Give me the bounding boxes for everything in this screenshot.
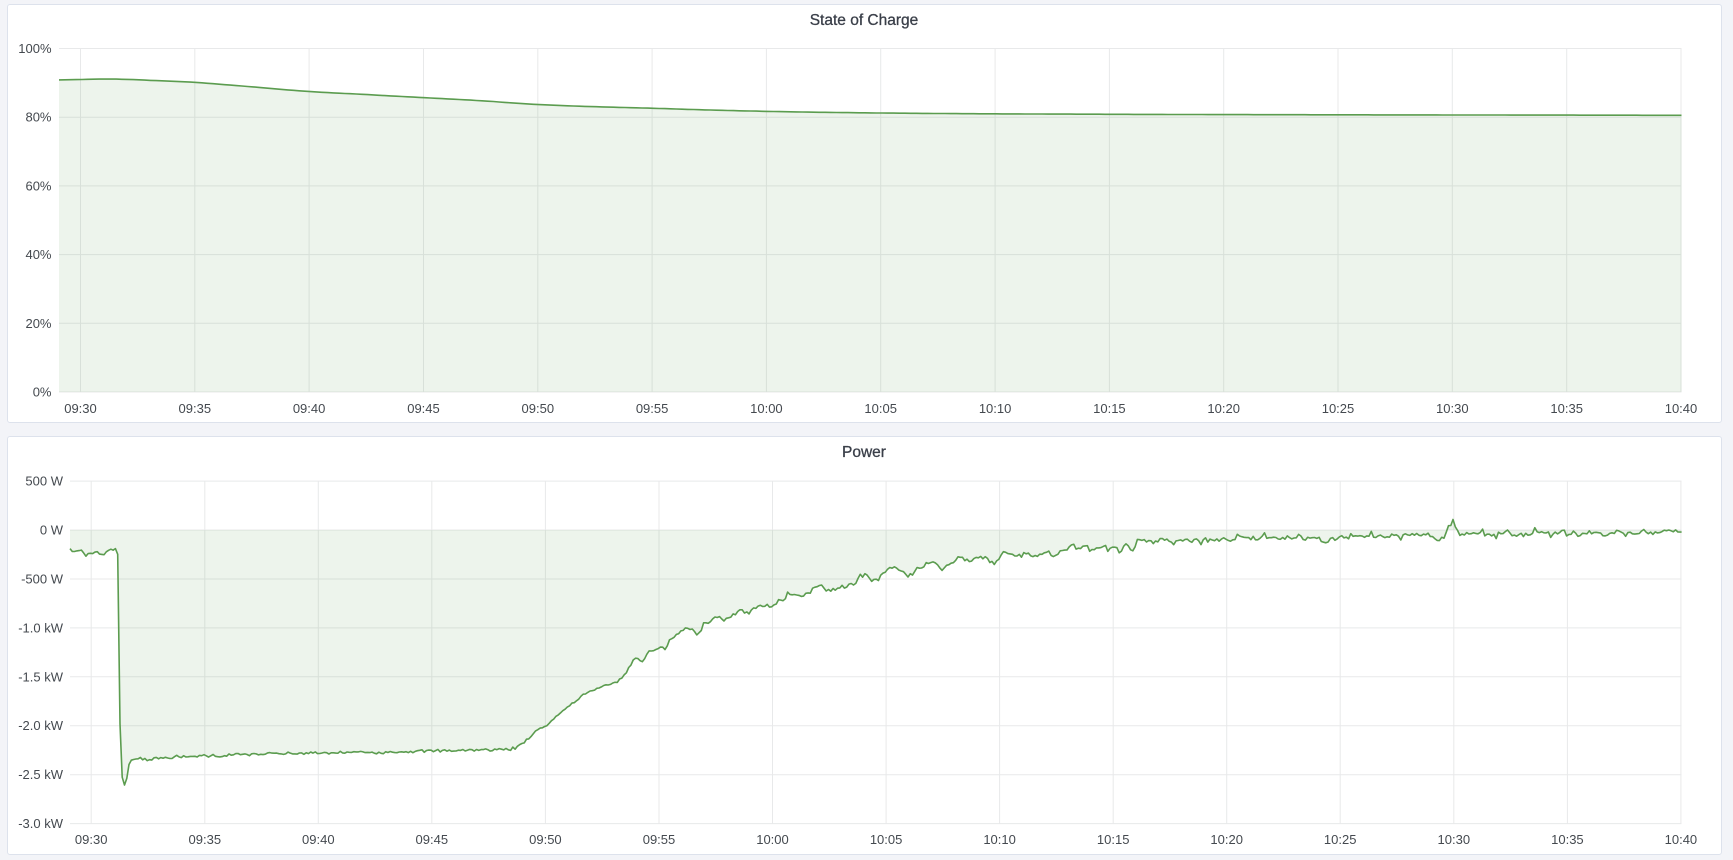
svg-text:09:50: 09:50 — [529, 832, 562, 847]
svg-text:-500 W: -500 W — [21, 572, 64, 587]
svg-text:80%: 80% — [25, 110, 51, 125]
svg-text:09:40: 09:40 — [292, 401, 325, 416]
svg-text:10:40: 10:40 — [1664, 401, 1697, 416]
svg-text:500 W: 500 W — [25, 474, 63, 489]
svg-text:10:40: 10:40 — [1664, 832, 1697, 847]
svg-text:09:45: 09:45 — [407, 401, 440, 416]
svg-text:0 W: 0 W — [39, 523, 63, 538]
svg-text:10:15: 10:15 — [1096, 832, 1129, 847]
svg-text:10:00: 10:00 — [750, 401, 783, 416]
svg-text:10:30: 10:30 — [1436, 401, 1469, 416]
svg-text:10:35: 10:35 — [1551, 832, 1584, 847]
svg-text:0%: 0% — [32, 385, 51, 400]
svg-text:09:55: 09:55 — [635, 401, 668, 416]
svg-text:10:25: 10:25 — [1321, 401, 1354, 416]
svg-text:-2.5 kW: -2.5 kW — [18, 767, 64, 782]
svg-text:60%: 60% — [25, 178, 51, 193]
svg-text:10:20: 10:20 — [1207, 401, 1240, 416]
svg-text:10:20: 10:20 — [1210, 832, 1243, 847]
svg-text:10:35: 10:35 — [1550, 401, 1583, 416]
svg-text:10:05: 10:05 — [864, 401, 897, 416]
svg-text:-1.0 kW: -1.0 kW — [18, 620, 64, 635]
svg-text:20%: 20% — [25, 316, 51, 331]
svg-text:09:30: 09:30 — [64, 401, 97, 416]
svg-text:09:30: 09:30 — [74, 832, 107, 847]
svg-text:09:35: 09:35 — [188, 832, 221, 847]
svg-text:-1.5 kW: -1.5 kW — [18, 669, 64, 684]
svg-text:-2.0 kW: -2.0 kW — [18, 718, 64, 733]
svg-text:10:10: 10:10 — [983, 832, 1016, 847]
svg-text:09:55: 09:55 — [642, 832, 675, 847]
svg-text:09:40: 09:40 — [302, 832, 335, 847]
svg-text:10:15: 10:15 — [1093, 401, 1126, 416]
svg-text:09:35: 09:35 — [178, 401, 211, 416]
svg-text:40%: 40% — [25, 247, 51, 262]
svg-text:09:45: 09:45 — [415, 832, 448, 847]
svg-text:10:30: 10:30 — [1437, 832, 1470, 847]
svg-text:10:05: 10:05 — [869, 832, 902, 847]
svg-text:-3.0 kW: -3.0 kW — [18, 816, 64, 831]
svg-text:09:50: 09:50 — [521, 401, 554, 416]
svg-text:100%: 100% — [18, 41, 52, 56]
svg-text:10:25: 10:25 — [1323, 832, 1356, 847]
svg-text:10:00: 10:00 — [756, 832, 789, 847]
svg-text:10:10: 10:10 — [978, 401, 1011, 416]
